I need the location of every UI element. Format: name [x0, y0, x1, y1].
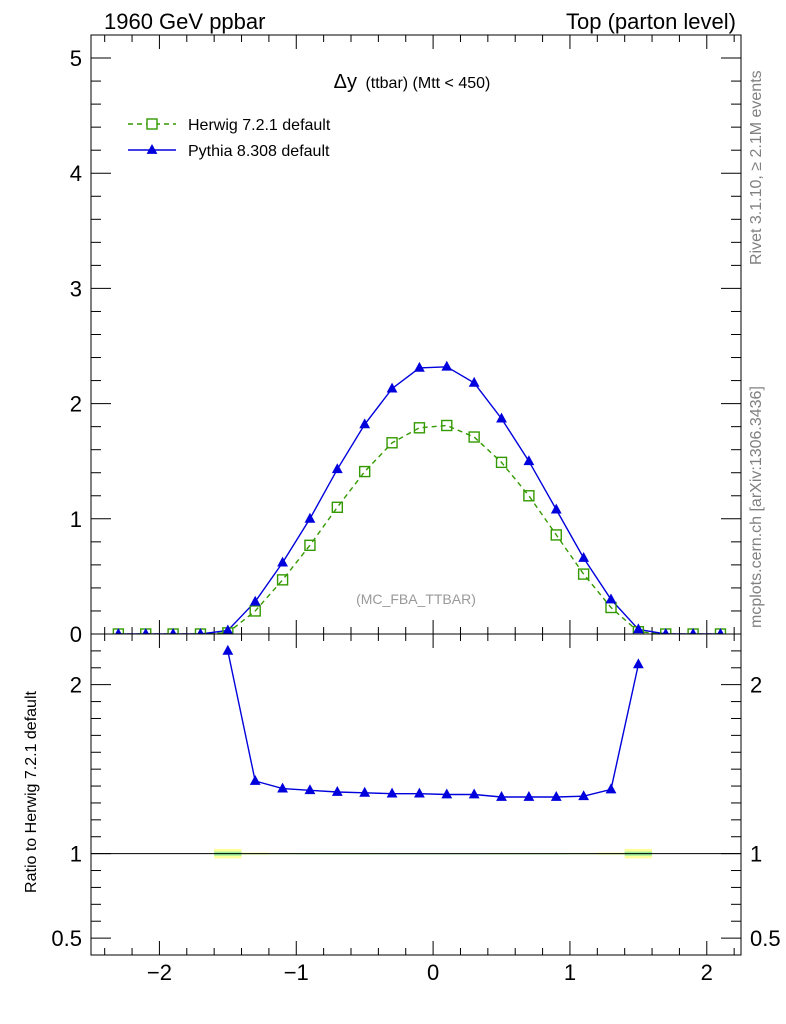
pythia-point [523, 455, 535, 466]
ratio-y-axis-label: Ratio to Herwig 7.2.1 default [23, 691, 40, 893]
ratio-y-tick-labels: 0.5 0.5 1 1 2 2 [51, 673, 780, 951]
x-tick-label: 0 [427, 960, 439, 985]
pythia-point [689, 628, 697, 634]
ratio-series-layer [222, 644, 644, 801]
y-tick-label-right: 1 [750, 842, 762, 867]
legend: Herwig 7.2.1 default Pythia 8.308 default [128, 117, 331, 160]
x-tick-label: 1 [564, 960, 576, 985]
herwig-line [118, 424, 721, 634]
header-right: Top (parton level) [566, 9, 736, 34]
mcplots-label: mcplots.cern.ch [arXiv:1306.3436] [748, 386, 765, 628]
plot-title: Δy (ttbar) (Mtt < 450) [334, 71, 491, 93]
main-panel: 0 1 2 3 4 5 Δy (ttbar) (Mtt < 450) (MC_FBA_TT… [70, 34, 742, 647]
y-tick-label: 0.5 [51, 926, 82, 951]
pythia-point [304, 512, 316, 523]
pythia-point [605, 593, 617, 604]
y-tick-label: 2 [70, 673, 82, 698]
herwig-point [577, 568, 590, 580]
herwig-point [413, 422, 426, 434]
pythia-point [496, 412, 507, 423]
pythia-point [578, 551, 590, 562]
pythia-point [331, 463, 343, 474]
ratio-pythia-point [249, 774, 261, 785]
ratio-pythia-point [441, 788, 453, 799]
herwig-point [468, 431, 480, 443]
pythia-point [359, 418, 371, 429]
rivet-label: Rivet 3.1.10, ≥ 2.1M events [748, 70, 765, 265]
x-tick-label: −2 [147, 960, 172, 985]
y-tick-label: 1 [70, 507, 82, 532]
herwig-point [276, 574, 289, 586]
herwig-point [358, 465, 371, 478]
ratio-pythia-point [605, 783, 617, 794]
y-tick-label: 3 [70, 276, 82, 301]
pythia-point [441, 360, 453, 371]
analysis-label: (MC_FBA_TTBAR) [356, 591, 476, 607]
ratio-pythia-point [331, 785, 343, 796]
pythia-point [632, 623, 644, 634]
ratio-panel: 0.5 0.5 1 1 2 2 −2 −1 0 1 2 Ratio to Herwig 7.2.1… [23, 633, 781, 985]
ratio-pythia-point [578, 790, 590, 801]
ratio-pythia-point [468, 788, 480, 799]
ratio-pythia-point [550, 791, 562, 801]
legend-pythia-label: Pythia 8.308 default [188, 143, 330, 160]
herwig-point [523, 490, 535, 502]
herwig-point [550, 529, 562, 541]
pythia-point [249, 595, 261, 606]
ratio-pythia-point [359, 786, 371, 797]
ratio-pythia-point [523, 791, 535, 801]
pythia-point [414, 361, 425, 372]
pythia-point [386, 382, 398, 393]
pythia-point [717, 628, 724, 634]
ratio-pythia-point [386, 787, 398, 798]
legend-pythia-marker [146, 144, 158, 154]
plot-title-sub: (ttbar) (Mtt < 450) [365, 75, 490, 92]
pythia-point [222, 624, 233, 634]
pythia-point [197, 628, 204, 634]
header-left: 1960 GeV ppbar [104, 9, 265, 34]
herwig-point [495, 456, 508, 469]
pythia-point [468, 376, 480, 387]
ratio-pythia-point [496, 791, 507, 801]
pythia-point [662, 628, 670, 634]
ratio-pythia-point [277, 782, 288, 793]
x-tick-label: 2 [701, 960, 713, 985]
y-tick-label: 1 [70, 842, 82, 867]
herwig-point [441, 419, 453, 432]
y-tick-label: 2 [70, 392, 82, 417]
x-tick-labels: −2 −1 0 1 2 [147, 960, 713, 985]
y-tick-label-right: 2 [750, 673, 762, 698]
legend-herwig-label: Herwig 7.2.1 default [188, 117, 331, 134]
pythia-point [277, 556, 288, 567]
ratio-pythia-point [222, 644, 234, 655]
herwig-point [605, 601, 617, 614]
main-y-tick-labels: 0 1 2 3 4 5 [70, 46, 82, 647]
main-series-layer [112, 360, 727, 634]
ratio-axis-ticks [91, 634, 741, 955]
y-tick-label: 5 [70, 46, 82, 71]
pythia-point [142, 628, 150, 634]
ratio-pythia-point [414, 787, 425, 798]
herwig-point [331, 501, 344, 513]
y-tick-label: 0 [70, 622, 82, 647]
ratio-pythia-line [227, 650, 640, 798]
herwig-point [304, 539, 316, 552]
y-tick-label-right: 0.5 [750, 926, 781, 951]
ratio-pythia-point [632, 658, 644, 669]
plot-title-main: Δy [334, 71, 357, 93]
herwig-point [249, 605, 261, 617]
ratio-frame [90, 633, 742, 956]
legend-herwig-marker [146, 118, 158, 130]
ratio-pythia-point [304, 784, 316, 795]
pythia-point [115, 628, 122, 634]
pythia-point [550, 503, 562, 514]
y-tick-label: 4 [70, 161, 82, 186]
herwig-point [386, 437, 398, 449]
pythia-point [169, 628, 177, 634]
x-tick-label: −1 [284, 960, 309, 985]
